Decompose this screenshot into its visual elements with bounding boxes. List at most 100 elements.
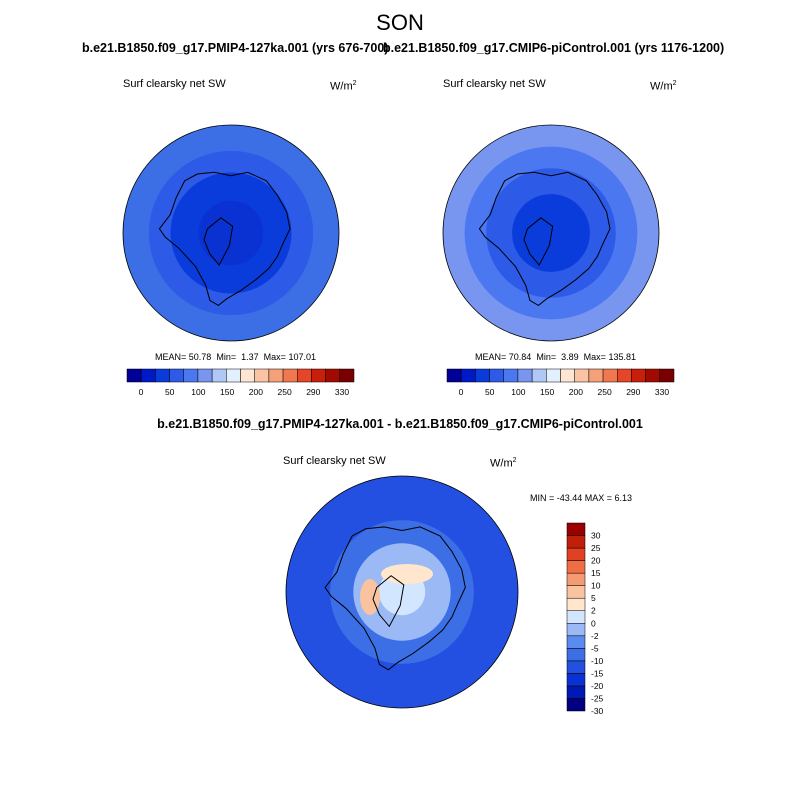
colorbar-tick-label: 100: [191, 387, 205, 397]
colorbar-box: [602, 368, 618, 383]
map-panel-3: [285, 475, 519, 709]
panel1-units: W/m2: [330, 80, 357, 93]
colorbar-box: [566, 623, 586, 637]
colorbar-tick-label: 200: [249, 387, 263, 397]
colorbar-box: [574, 368, 590, 383]
diff-field-label: Surf clearsky net SW: [283, 455, 386, 467]
colorbar-box: [183, 368, 199, 383]
colorbar-tick-label: 250: [278, 387, 292, 397]
archipelago-anomaly-patch: [360, 579, 380, 615]
colorbar-tick-label: 2: [591, 606, 596, 616]
page-title: SON: [376, 10, 424, 35]
panel2-units: W/m2: [650, 80, 677, 93]
colorbar-box: [140, 368, 156, 383]
panel1-stats: MEAN= 50.78 Min= 1.37 Max= 107.01: [155, 352, 316, 362]
colorbar-box: [460, 368, 476, 383]
colorbar-tick-label: 0: [591, 618, 596, 628]
colorbar-tick-label: -10: [591, 656, 604, 666]
map-panel-1: [122, 124, 340, 342]
colorbar-box: [282, 368, 298, 383]
colorbar-box: [566, 572, 586, 586]
colorbar-box: [560, 368, 575, 383]
colorbar-box: [475, 368, 490, 383]
colorbar-box: [566, 522, 586, 536]
colorbar-tick-label: -20: [591, 681, 604, 691]
colorbar-box: [155, 368, 170, 383]
colorbar-box: [631, 368, 646, 383]
colorbar-tick-label: 20: [591, 556, 601, 566]
coastline: [324, 526, 466, 671]
diff-units: W/m2: [490, 457, 517, 470]
colorbar-box: [254, 368, 270, 383]
colorbar-tick-label: 50: [165, 387, 175, 397]
colorbar-tick-label: 30: [591, 531, 601, 541]
colorbar-tick-label: 0: [139, 387, 144, 397]
colorbar-box: [325, 368, 341, 383]
panel1-field-label: Surf clearsky net SW: [123, 78, 226, 90]
panel2-title: b.e21.B1850.f09_g17.CMIP6-piControl.001 …: [383, 41, 725, 55]
warm-anomaly-patch: [381, 564, 433, 584]
greenland-coastline: [523, 217, 554, 266]
colorbar-tick-label: 250: [598, 387, 612, 397]
colorbar-tick-label: -2: [591, 631, 599, 641]
colorbar-tick-label: 15: [591, 568, 601, 578]
colorbar-box: [339, 368, 355, 383]
colorbar-tick-label: 330: [335, 387, 349, 397]
panel1-title: b.e21.B1850.f09_g17.PMIP4-127ka.001 (yrs…: [82, 41, 389, 55]
colorbar-box: [659, 368, 675, 383]
map-panel-2: [442, 124, 660, 342]
colorbar-box: [226, 368, 241, 383]
colorbar-box: [645, 368, 661, 383]
colorbar-box: [566, 660, 586, 674]
colorbar-tick-label: 150: [220, 387, 234, 397]
colorbar-tick-label: -5: [591, 643, 599, 653]
colorbar-box: [211, 368, 227, 383]
diff-stats: MIN = -43.44 MAX = 6.13: [530, 493, 633, 503]
colorbar-box: [566, 560, 586, 574]
field-band-4: [198, 200, 264, 266]
colorbar-box: [566, 698, 586, 712]
colorbar-box: [311, 368, 326, 383]
colorbar-tick-label: 330: [655, 387, 669, 397]
coastline: [478, 171, 611, 307]
colorbar-panel-1: 0 50 100 150 200 250 290 330: [126, 368, 355, 397]
colorbar-tick-label: 50: [485, 387, 495, 397]
colorbar-box: [297, 368, 312, 383]
colorbar-tick-label: -15: [591, 668, 604, 678]
colorbar-box: [566, 597, 586, 611]
map-border: [122, 124, 340, 342]
colorbar-tick-label: 290: [306, 387, 320, 397]
colorbar-box: [546, 368, 561, 383]
coastline: [158, 171, 291, 307]
colorbar-tick-label: 5: [591, 593, 596, 603]
colorbar-box: [566, 635, 586, 649]
colorbar-box: [503, 368, 519, 383]
colorbar-tick-label: 150: [540, 387, 554, 397]
greenland-coastline: [203, 217, 234, 266]
panel2-field-label: Surf clearsky net SW: [443, 78, 546, 90]
colorbar-panel-2: 0 50 100 150 200 250 290 330: [446, 368, 675, 397]
colorbar-box: [566, 585, 586, 599]
colorbar-box: [268, 368, 284, 383]
colorbar-tick-label: 290: [626, 387, 640, 397]
colorbar-box: [617, 368, 632, 383]
colorbar-tick-label: -25: [591, 694, 604, 704]
colorbar-tick-label: 25: [591, 543, 601, 553]
map-border: [442, 124, 660, 342]
colorbar-box: [197, 368, 213, 383]
colorbar-tick-label: 10: [591, 581, 601, 591]
colorbar-box: [517, 368, 533, 383]
colorbar-tick-label: -30: [591, 706, 604, 716]
greenland-coastline: [372, 575, 405, 628]
colorbar-tick-label: 0: [459, 387, 464, 397]
colorbar-box: [126, 368, 142, 383]
colorbar-box: [566, 685, 586, 699]
colorbar-box: [169, 368, 184, 383]
diff-title: b.e21.B1850.f09_g17.PMIP4-127ka.001 - b.…: [157, 417, 643, 431]
colorbar-box: [566, 535, 586, 549]
colorbar-box: [489, 368, 504, 383]
colorbar-tick-label: 200: [569, 387, 583, 397]
map-border: [285, 475, 519, 709]
